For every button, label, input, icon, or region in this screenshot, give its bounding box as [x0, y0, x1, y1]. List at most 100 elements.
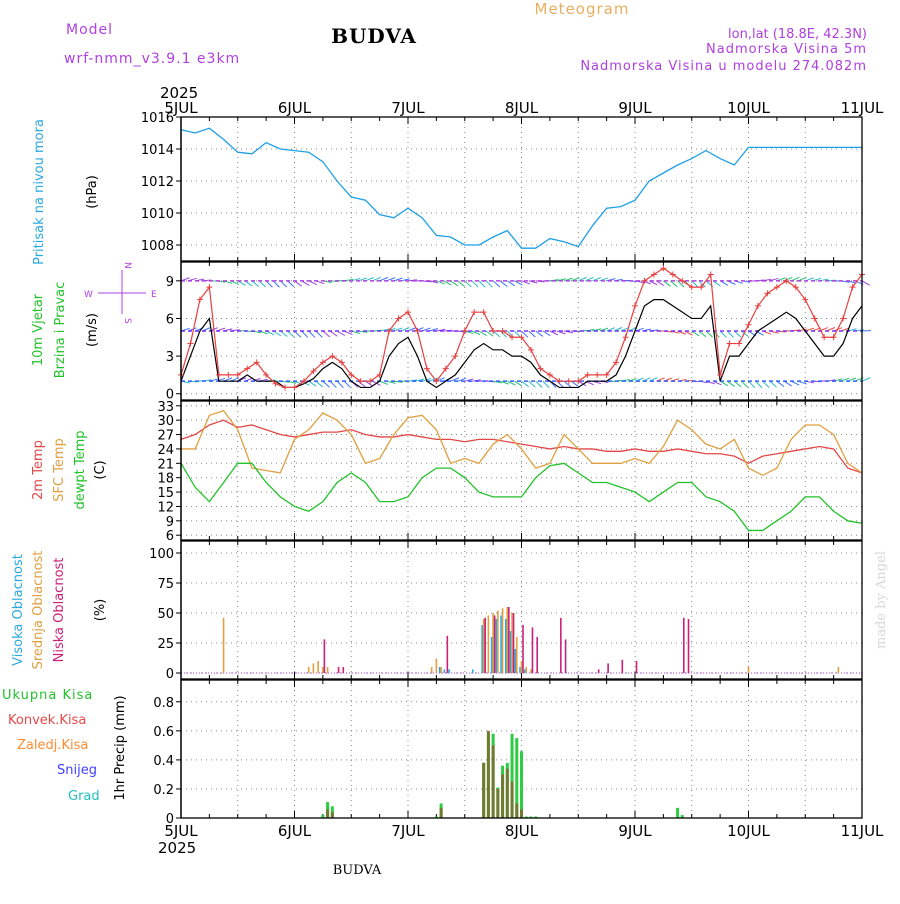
- wind-vane: [529, 331, 536, 337]
- temperature-ytick-label: 12: [157, 500, 174, 515]
- date-label-top: 10JUL: [727, 99, 770, 117]
- wind-gust-marker: [187, 341, 193, 347]
- date-label-top: 6JUL: [278, 99, 312, 117]
- wind-vane: [266, 281, 272, 287]
- pressure-ytick-label: 1008: [141, 239, 174, 254]
- pressure-ytick-label: 1014: [141, 143, 174, 158]
- precip-legend-snow: Snijeg: [57, 763, 97, 778]
- wind-vane: [252, 281, 259, 287]
- wind-title-1: 10m Vjetar: [31, 293, 46, 366]
- wind-vane: [259, 281, 266, 287]
- wind-gust-marker: [821, 334, 827, 340]
- precip-ytick-label: 0.2: [153, 783, 174, 798]
- wind-vane: [273, 281, 279, 287]
- wind-vane: [287, 331, 294, 337]
- wind-vane: [330, 331, 337, 336]
- compass-e: E: [151, 290, 157, 300]
- wind-vane: [522, 331, 528, 337]
- wind-vane: [536, 331, 543, 336]
- precip-total-bar: [676, 808, 679, 818]
- date-label-top: 7JUL: [391, 99, 425, 117]
- temperature-ytick-label: 24: [157, 443, 174, 458]
- date-label-bottom: 9JUL: [618, 822, 652, 840]
- precip-total-bar: [520, 751, 523, 818]
- wind-gust-marker: [727, 341, 733, 347]
- date-label-bottom: 11JUL: [841, 822, 884, 840]
- wind-vane: [777, 381, 784, 386]
- precip-conv-bar: [496, 789, 499, 818]
- watermark: made by Angel: [874, 551, 889, 649]
- wind-vane: [741, 381, 748, 387]
- precip-conv-bar: [331, 812, 334, 818]
- wind-vane: [862, 281, 870, 286]
- wind-vane: [727, 331, 733, 337]
- wind-vane: [451, 281, 458, 286]
- pressure-ytick-label: 1012: [141, 175, 174, 190]
- wind-vane: [862, 378, 870, 381]
- compass-n: N: [122, 262, 132, 269]
- wind-vane: [749, 381, 755, 387]
- precip-ytick-label: 0.8: [153, 696, 174, 711]
- precip-legend-frozen: Zaledj.Kisa: [17, 738, 88, 753]
- temp-unit: (C): [93, 460, 108, 479]
- wind-vane: [486, 281, 492, 287]
- model-altitude-label: Nadmorska Visina u modelu 274.082m: [580, 59, 867, 74]
- wind-vane: [316, 381, 323, 387]
- wind-vane: [323, 381, 330, 387]
- temperature-ytick-label: 15: [157, 486, 174, 501]
- wind-vane-row: [181, 327, 871, 337]
- wind-vane: [500, 281, 507, 287]
- temperature-ytick-label: 18: [157, 472, 174, 487]
- chart-type-title: Meteogram: [535, 0, 630, 18]
- wind-gust-marker: [216, 372, 222, 378]
- precip-conv-bar: [515, 803, 518, 818]
- wind-vane: [309, 381, 316, 386]
- plots-layer: 1008101010121014101603696912151821242730…: [141, 99, 884, 840]
- wind-vane: [670, 281, 677, 287]
- cloud-ytick-label: 50: [157, 607, 174, 622]
- date-label-bottom: 5JUL: [164, 822, 198, 840]
- wind-vane: [309, 331, 315, 337]
- wind-gust-marker: [225, 372, 231, 378]
- precip-panel: 00.20.40.60.8: [153, 680, 862, 827]
- date-label-top: 5JUL: [164, 99, 198, 117]
- footer-station: BUDVA: [333, 863, 382, 878]
- precip-conv-bar: [506, 769, 509, 818]
- wind-vane: [493, 331, 500, 337]
- wind-ytick-label: 6: [166, 312, 174, 327]
- wind-title-2: Brzina i Pravac: [53, 282, 68, 379]
- wind-vane: [472, 281, 478, 287]
- precip-ytick-label: 0.6: [153, 725, 174, 740]
- date-label-bottom: 7JUL: [391, 822, 425, 840]
- temp-title-sfc: SFC Temp: [52, 438, 67, 502]
- temperature-ytick-label: 27: [157, 429, 174, 444]
- temperature-ytick-label: 30: [157, 414, 174, 429]
- model-label: Model: [66, 22, 113, 38]
- date-label-bottom: 8JUL: [505, 822, 539, 840]
- cloud-title-low: Niska Oblacnost: [52, 558, 67, 663]
- wind-vane: [663, 281, 670, 286]
- wind-gust-marker: [594, 372, 600, 378]
- precip-conv-bar: [326, 809, 329, 818]
- pressure-title: Pritisak na nivou mora: [32, 119, 47, 265]
- precip-ytick-label: 0.4: [153, 754, 174, 769]
- precip-conv-bar: [440, 808, 443, 818]
- wind-ytick-label: 3: [166, 350, 174, 365]
- wind-gust-marker: [840, 315, 846, 321]
- wind-vane: [365, 381, 372, 386]
- lonlat-label: lon,lat (18.8E, 42.3N): [728, 27, 867, 42]
- wind-vane: [330, 381, 336, 387]
- date-label-top: 8JUL: [505, 99, 539, 117]
- wind-vane: [479, 281, 485, 287]
- wind-unit: (m/s): [85, 313, 100, 347]
- wind-vane: [287, 281, 294, 287]
- wind-vane: [507, 281, 514, 286]
- wind-vane: [756, 381, 762, 387]
- wind-gust-marker: [462, 328, 468, 334]
- station-title: BUDVA: [331, 24, 417, 48]
- wind-vane: [522, 381, 529, 386]
